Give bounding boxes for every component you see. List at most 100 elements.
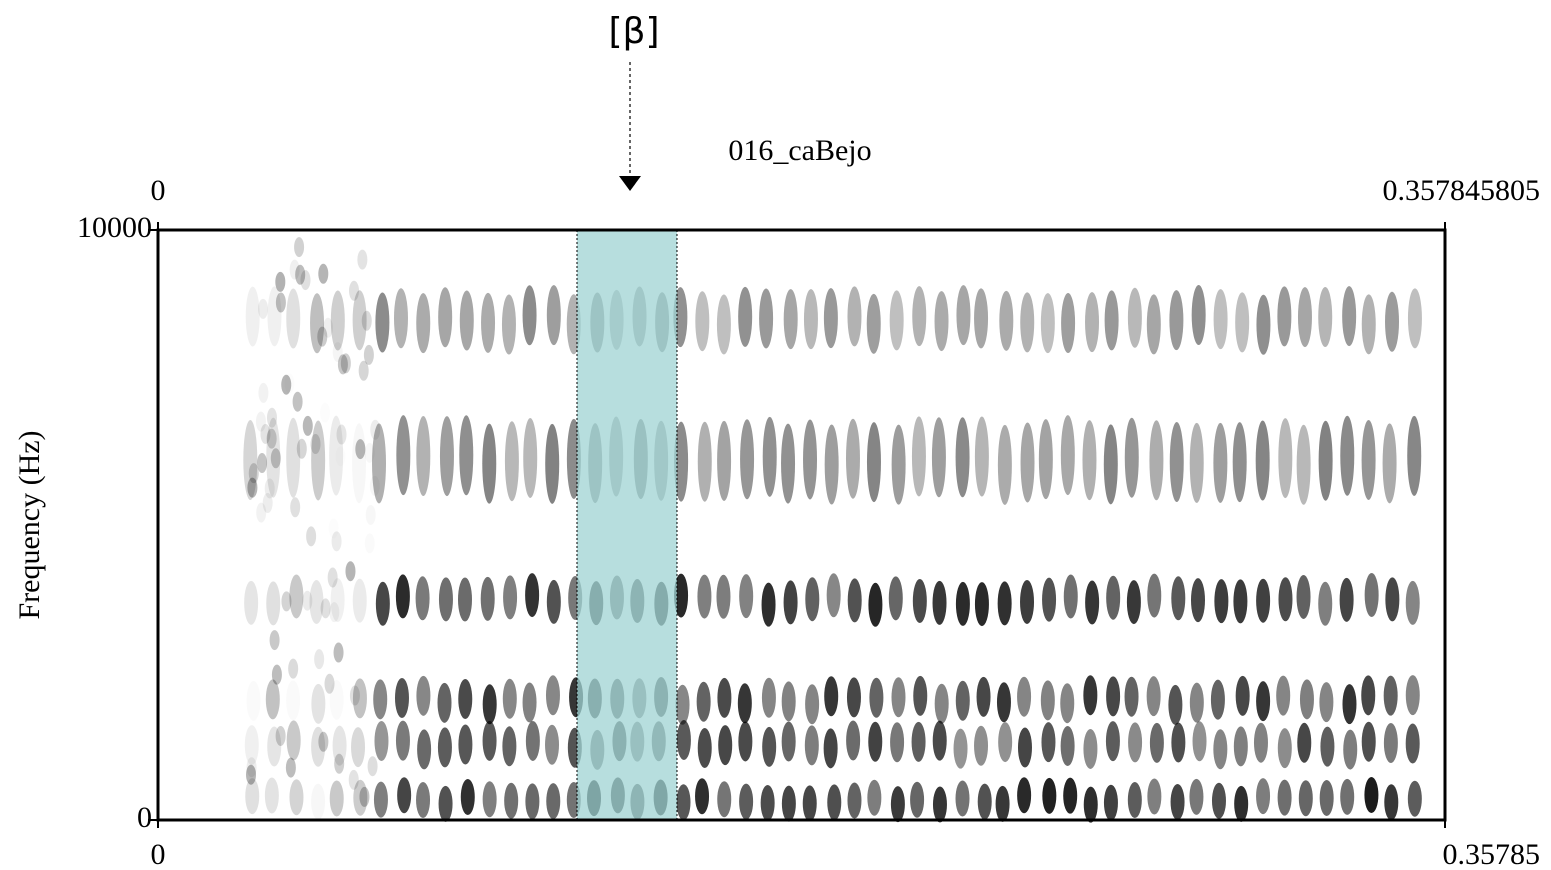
texture bbox=[1340, 415, 1355, 496]
texture bbox=[1146, 294, 1161, 355]
texture bbox=[890, 722, 905, 763]
texture bbox=[674, 573, 689, 618]
texture bbox=[997, 581, 1012, 626]
texture bbox=[286, 288, 301, 349]
texture bbox=[1170, 784, 1185, 821]
texture bbox=[1255, 420, 1270, 501]
texture bbox=[953, 728, 968, 769]
texture bbox=[716, 294, 731, 355]
texture bbox=[1233, 726, 1248, 767]
texture bbox=[394, 677, 409, 718]
texture bbox=[415, 576, 430, 621]
texture bbox=[781, 721, 796, 762]
texture bbox=[288, 658, 299, 679]
texture bbox=[955, 680, 970, 721]
texture bbox=[1017, 676, 1032, 717]
texture bbox=[1189, 682, 1204, 723]
texture bbox=[247, 477, 258, 498]
texture bbox=[1361, 721, 1376, 762]
arrow-head bbox=[619, 176, 641, 191]
texture bbox=[416, 675, 431, 716]
texture bbox=[373, 781, 388, 818]
texture bbox=[1342, 286, 1357, 347]
texture bbox=[716, 574, 731, 619]
texture bbox=[353, 779, 368, 816]
texture bbox=[934, 683, 949, 724]
texture bbox=[1318, 581, 1333, 626]
texture bbox=[503, 575, 518, 620]
texture bbox=[1407, 288, 1422, 349]
texture bbox=[932, 580, 947, 625]
texture bbox=[289, 779, 304, 816]
texture bbox=[1276, 675, 1291, 716]
texture bbox=[340, 353, 351, 374]
texture bbox=[1383, 675, 1398, 716]
texture bbox=[459, 415, 474, 496]
texture bbox=[974, 416, 989, 497]
texture bbox=[481, 292, 496, 353]
texture bbox=[1104, 290, 1119, 351]
texture bbox=[1385, 577, 1400, 622]
texture bbox=[281, 591, 292, 612]
texture bbox=[248, 463, 259, 484]
texture bbox=[697, 728, 712, 769]
texture bbox=[827, 784, 842, 821]
texture bbox=[888, 576, 903, 621]
texture bbox=[889, 290, 904, 351]
texture bbox=[995, 785, 1010, 822]
texture bbox=[1103, 424, 1118, 505]
texture bbox=[504, 782, 519, 819]
texture bbox=[351, 727, 366, 768]
texture bbox=[300, 270, 311, 291]
texture bbox=[306, 526, 317, 547]
texture bbox=[337, 354, 348, 375]
texture bbox=[1213, 289, 1228, 350]
texture bbox=[290, 497, 301, 518]
texture bbox=[1256, 681, 1271, 722]
texture bbox=[320, 598, 331, 619]
texture bbox=[480, 576, 495, 621]
texture bbox=[717, 677, 732, 718]
texture bbox=[458, 678, 473, 719]
texture bbox=[348, 769, 359, 790]
texture bbox=[1297, 722, 1312, 763]
texture bbox=[525, 720, 540, 761]
texture bbox=[311, 420, 326, 501]
texture bbox=[977, 783, 992, 820]
texture bbox=[866, 422, 881, 503]
texture bbox=[317, 326, 328, 347]
texture bbox=[286, 680, 300, 720]
texture bbox=[1083, 675, 1098, 716]
texture bbox=[292, 391, 303, 412]
texture bbox=[267, 726, 282, 767]
texture bbox=[1192, 721, 1207, 762]
texture bbox=[375, 292, 390, 353]
texture bbox=[804, 725, 819, 766]
texture bbox=[437, 682, 452, 723]
texture bbox=[760, 785, 775, 822]
texture bbox=[739, 783, 754, 820]
texture bbox=[1190, 578, 1205, 623]
texture bbox=[1060, 415, 1075, 496]
texture bbox=[332, 342, 343, 363]
texture bbox=[330, 290, 345, 351]
texture bbox=[1256, 778, 1271, 815]
texture bbox=[1146, 676, 1161, 717]
texture bbox=[911, 416, 926, 497]
texture bbox=[738, 286, 753, 347]
texture bbox=[1020, 292, 1035, 353]
texture bbox=[545, 423, 560, 504]
texture bbox=[365, 533, 375, 553]
texture bbox=[1233, 579, 1248, 624]
texture bbox=[1213, 729, 1228, 770]
texture bbox=[244, 725, 259, 766]
texture bbox=[260, 423, 271, 444]
texture bbox=[482, 720, 497, 761]
texture bbox=[525, 573, 540, 618]
texture bbox=[762, 726, 777, 767]
texture bbox=[266, 428, 277, 449]
texture bbox=[868, 721, 883, 762]
y-tick-label: 10000 bbox=[77, 211, 152, 244]
texture bbox=[416, 781, 431, 818]
texture bbox=[1124, 676, 1139, 717]
